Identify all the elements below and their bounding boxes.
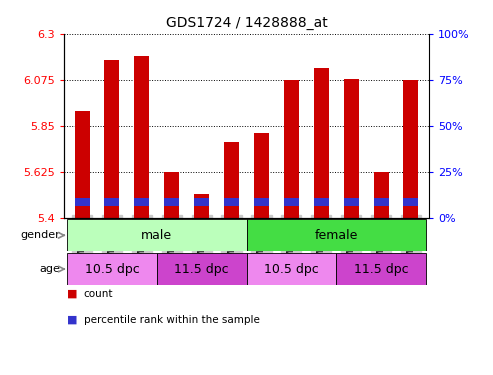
- Text: count: count: [84, 289, 113, 299]
- Bar: [105, 60, 119, 217]
- Bar: [224, 142, 239, 218]
- Text: female: female: [315, 229, 358, 242]
- Text: percentile rank within the sample: percentile rank within the sample: [84, 315, 260, 325]
- Bar: [284, 198, 299, 206]
- Text: ■: ■: [67, 289, 77, 299]
- Bar: [284, 80, 299, 218]
- Bar: [314, 69, 329, 218]
- Bar: [105, 198, 119, 206]
- Bar: [224, 198, 239, 206]
- Bar: [403, 198, 419, 206]
- Bar: [135, 56, 149, 217]
- Bar: [246, 219, 426, 251]
- Text: ■: ■: [67, 315, 77, 325]
- Bar: [246, 253, 336, 285]
- Bar: [254, 133, 269, 218]
- Bar: [67, 253, 157, 285]
- Title: GDS1724 / 1428888_at: GDS1724 / 1428888_at: [166, 16, 327, 30]
- Bar: [194, 198, 209, 206]
- Bar: [336, 253, 426, 285]
- Bar: [344, 198, 358, 206]
- Bar: [164, 198, 179, 206]
- Bar: [254, 198, 269, 206]
- Bar: [194, 194, 209, 217]
- Bar: [374, 172, 388, 217]
- Bar: [74, 198, 90, 206]
- Text: 10.5 dpc: 10.5 dpc: [264, 262, 319, 276]
- Text: gender: gender: [21, 230, 61, 240]
- Bar: [135, 198, 149, 206]
- Bar: [314, 198, 329, 206]
- Bar: [403, 80, 419, 218]
- Text: 11.5 dpc: 11.5 dpc: [354, 262, 408, 276]
- Bar: [74, 111, 90, 218]
- Bar: [67, 219, 246, 251]
- Bar: [164, 172, 179, 217]
- Text: male: male: [141, 229, 173, 242]
- Bar: [344, 79, 358, 218]
- Bar: [157, 253, 246, 285]
- Bar: [374, 198, 388, 206]
- Text: 10.5 dpc: 10.5 dpc: [85, 262, 140, 276]
- Text: age: age: [39, 264, 61, 274]
- Text: 11.5 dpc: 11.5 dpc: [175, 262, 229, 276]
